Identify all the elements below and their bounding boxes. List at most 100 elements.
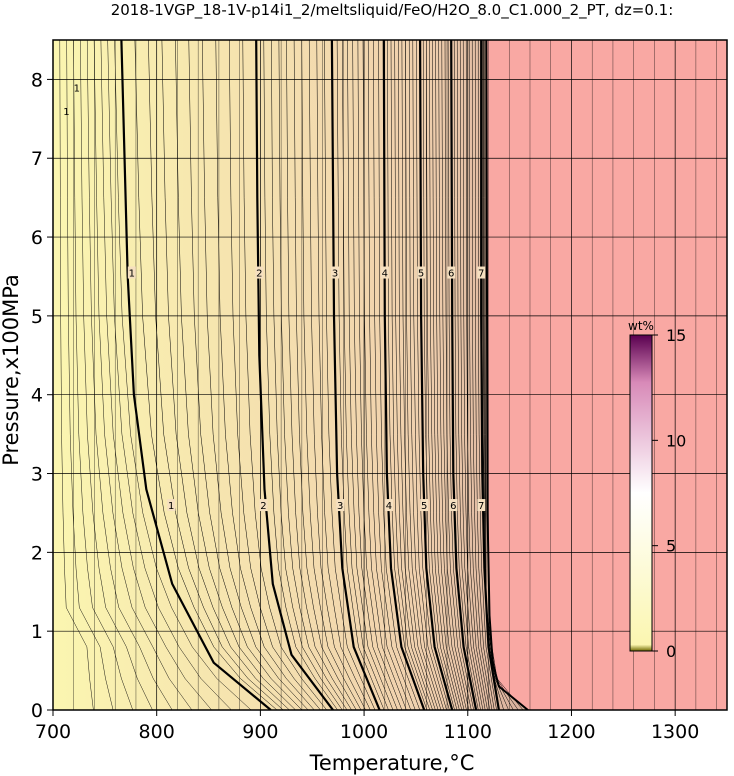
minor-contour	[465, 40, 488, 710]
x-axis-label: Temperature,°C	[309, 751, 475, 775]
contour-label-bg	[167, 499, 176, 512]
contour-label-bg	[331, 266, 340, 279]
contour-label: 5	[418, 269, 424, 280]
minor-contour	[405, 40, 442, 710]
contour-2	[255, 40, 334, 710]
x-tick-label: 800	[139, 721, 175, 743]
saturated-region	[486, 40, 727, 710]
contour-label: 5	[421, 501, 427, 512]
minor-contour	[408, 40, 445, 710]
minor-contour	[293, 40, 357, 710]
minor-contour	[271, 40, 343, 710]
y-tick-label: 4	[31, 385, 43, 407]
minor-contour	[390, 40, 431, 710]
minor-contour	[286, 40, 352, 710]
y-tick-label: 2	[31, 542, 43, 564]
minor-contour	[441, 40, 470, 710]
minor-contour	[453, 40, 479, 710]
minor-contour	[438, 40, 467, 710]
colorbar-gradient	[629, 334, 653, 652]
contour-label-bg	[417, 266, 426, 279]
minor-contour	[471, 40, 493, 710]
y-tick-label: 0	[31, 700, 43, 722]
minor-contour	[324, 40, 376, 710]
contour-label: 1	[63, 107, 69, 118]
contour-label-bg	[259, 499, 268, 512]
minor-contour	[263, 40, 338, 710]
contour-label-bg	[127, 266, 136, 279]
minor-contour	[422, 40, 455, 710]
minor-contour	[301, 40, 362, 710]
contour-label: 1	[74, 83, 80, 94]
x-tick-label: 1200	[547, 721, 595, 743]
colorbar-tick-label: 15	[666, 326, 686, 345]
minor-contour	[401, 40, 439, 710]
x-tick-label: 900	[242, 721, 278, 743]
minor-contour	[416, 40, 450, 710]
colorbar-ticks: 0 5 10 15	[652, 326, 686, 661]
x-tick-label: 1100	[444, 721, 492, 743]
y-tick-label: 1	[31, 621, 43, 643]
minor-contour	[229, 40, 321, 710]
minor-contour	[447, 40, 474, 710]
minor-contour	[387, 40, 428, 710]
y-axis-label: Pressure,x100MPa	[0, 274, 23, 466]
minor-contour	[100, 40, 212, 710]
minor-contour	[86, 40, 173, 710]
minor-contour	[426, 40, 458, 710]
minor-contour	[367, 40, 412, 710]
minor-contour	[148, 40, 284, 710]
minor-contour	[215, 40, 315, 710]
minor-contour	[485, 40, 524, 710]
contour-label-bg	[447, 266, 456, 279]
colorbar-unit: wt%	[628, 319, 654, 333]
minor-contour	[175, 40, 296, 710]
contour-label-bg	[477, 266, 486, 279]
minor-contour	[202, 40, 309, 710]
y-tick-label: 3	[31, 464, 43, 486]
minor-contour	[444, 40, 472, 710]
contour-label: 3	[337, 501, 343, 512]
minor-contour	[429, 40, 460, 710]
minor-contour	[80, 40, 153, 710]
contour-label: 4	[382, 269, 388, 280]
contour-label-bg	[384, 499, 393, 512]
minor-contour	[357, 40, 403, 710]
minor-contour	[59, 40, 94, 710]
y-tick-label: 7	[31, 148, 43, 170]
contour-label-bg	[477, 499, 486, 512]
minor-contour	[468, 40, 491, 710]
minor-contour	[373, 40, 416, 710]
contour-label: 7	[478, 269, 484, 280]
contour-label: 3	[332, 269, 338, 280]
minor-contour	[66, 40, 114, 710]
plot-frame	[52, 39, 728, 711]
contour-label-bg	[255, 266, 264, 279]
minor-contour	[394, 40, 433, 710]
x-axis: 700 800 900 1000 1100 1200 1300	[35, 710, 699, 743]
contour-1	[120, 40, 272, 710]
minor-contour	[456, 40, 481, 710]
contour-label-bg	[449, 499, 458, 512]
minor-contour	[347, 40, 394, 710]
minor-contour	[308, 40, 366, 710]
contour-label-bg	[420, 499, 429, 512]
contour-label: 2	[260, 501, 266, 512]
minor-contour	[432, 40, 463, 710]
y-tick-label: 5	[31, 306, 43, 328]
minor-contour	[378, 40, 421, 710]
contour-label: 6	[450, 501, 456, 512]
minor-contour	[336, 40, 385, 710]
minor-contours	[59, 40, 524, 710]
minor-contour	[462, 40, 486, 710]
minor-contour	[459, 40, 484, 710]
minor-contour	[73, 40, 134, 710]
y-tick-label: 6	[31, 227, 43, 249]
x-tick-label: 1000	[340, 721, 388, 743]
contour-label: 2	[256, 269, 262, 280]
minor-contour	[352, 40, 398, 710]
minor-contour	[362, 40, 407, 710]
contour-labels: 1 1 2 2 3 3 4 4 5 5 6 6 7 7 1 1	[63, 83, 486, 512]
y-tick-label: 8	[31, 69, 43, 91]
